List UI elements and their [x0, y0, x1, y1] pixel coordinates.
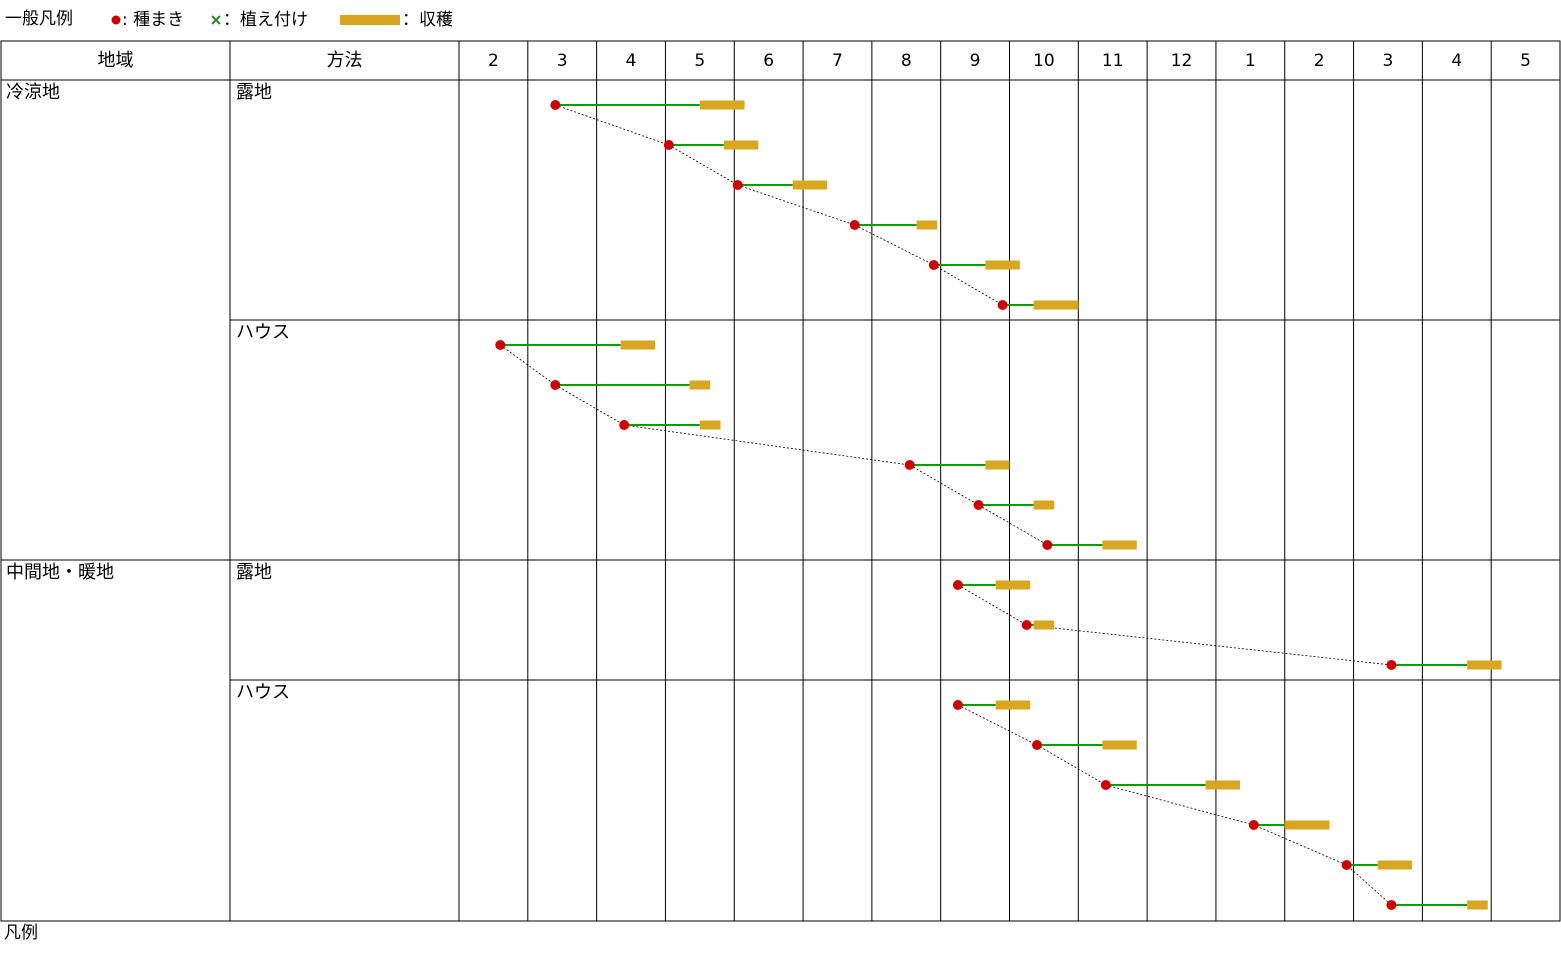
month-label: 3	[1383, 51, 1394, 71]
sowing-connector-line	[957, 704, 1392, 906]
harvest-bar	[699, 100, 745, 110]
legend-harvest-label: ：収穫	[402, 10, 453, 30]
month-label: 2	[488, 51, 499, 71]
month-label: 4	[1451, 51, 1462, 71]
cross-mark-icon	[211, 15, 221, 25]
month-label: 3	[557, 51, 568, 71]
sowing-connector-line	[500, 344, 1048, 546]
sowing-point	[732, 180, 743, 190]
harvest-bar	[1467, 660, 1502, 670]
region-name: 冷涼地	[6, 82, 60, 103]
sowing-point	[952, 700, 963, 710]
harvest-bar	[620, 340, 656, 350]
sowing-point	[1341, 860, 1352, 870]
harvest-bar	[1205, 780, 1241, 790]
month-label: 4	[626, 51, 637, 71]
legend-sowing: : 種まき	[108, 9, 184, 30]
month-label: 10	[1033, 51, 1055, 71]
table-border	[0, 40, 1561, 922]
sowing-point	[663, 140, 674, 150]
sowing-point	[619, 420, 630, 430]
harvest-bar	[995, 580, 1031, 590]
legend-sowing-label: : 種まき	[122, 10, 185, 30]
harvest-bar	[699, 420, 721, 430]
legend-bar: 一般凡例 : 種まき ：植え付け ：収穫	[0, 0, 1561, 40]
legend-planting-label: ：植え付け	[223, 10, 308, 30]
harvest-bar	[1284, 820, 1330, 830]
sowing-point	[849, 220, 860, 230]
sowing-point	[1248, 820, 1259, 830]
legend-planting: ：植え付け	[209, 9, 308, 30]
harvest-bar	[689, 380, 711, 390]
header-method: 方法	[327, 50, 363, 71]
harvest-bar-icon	[340, 15, 400, 25]
sowing-point	[997, 300, 1008, 310]
sowing-point	[550, 380, 561, 390]
sowing-point	[973, 500, 984, 510]
month-label: 12	[1171, 51, 1193, 71]
sowing-point	[1042, 540, 1053, 550]
footer-legend-label: 凡例	[4, 923, 38, 943]
month-label: 11	[1102, 51, 1124, 71]
sowing-point	[952, 580, 963, 590]
sowing-point	[1386, 660, 1397, 670]
sowing-point	[550, 100, 561, 110]
sowing-connector-line	[957, 584, 1392, 666]
harvest-bar	[1102, 740, 1137, 750]
month-label: 7	[832, 51, 843, 71]
month-label: 2	[1314, 51, 1325, 71]
harvest-bar	[1033, 300, 1079, 310]
header-region: 地域	[98, 50, 134, 71]
harvest-bar	[1033, 500, 1055, 510]
harvest-bar	[723, 140, 759, 150]
sowing-point	[1100, 780, 1111, 790]
sowing-point	[1386, 900, 1397, 910]
method-name: 露地	[236, 562, 272, 583]
harvest-bar	[1377, 860, 1413, 870]
month-label: 6	[763, 51, 774, 71]
month-label: 9	[970, 51, 981, 71]
sowing-point	[904, 460, 915, 470]
harvest-bar	[1467, 900, 1488, 910]
harvest-bar	[985, 260, 1020, 270]
month-label: 1	[1245, 51, 1256, 71]
method-name: ハウス	[236, 322, 290, 343]
legend-title: 一般凡例	[5, 9, 73, 29]
sowing-point	[928, 260, 939, 270]
method-name: 露地	[236, 82, 272, 103]
sowing-point	[1021, 620, 1032, 630]
method-name: ハウス	[236, 682, 290, 703]
sowing-point	[495, 340, 506, 350]
legend-harvest: ：収穫	[340, 9, 453, 30]
red-dot-icon	[111, 15, 121, 25]
region-name: 中間地・暖地	[6, 562, 114, 583]
harvest-bar	[995, 700, 1031, 710]
month-label: 5	[1520, 51, 1531, 71]
sowing-point	[1032, 740, 1043, 750]
month-label: 5	[694, 51, 705, 71]
harvest-bar	[792, 180, 828, 190]
month-label: 8	[901, 51, 912, 71]
harvest-bar	[985, 460, 1010, 470]
harvest-bar	[916, 220, 938, 230]
sowing-connector-line	[555, 104, 1003, 306]
harvest-bar	[1102, 540, 1137, 550]
harvest-bar	[1033, 620, 1055, 630]
